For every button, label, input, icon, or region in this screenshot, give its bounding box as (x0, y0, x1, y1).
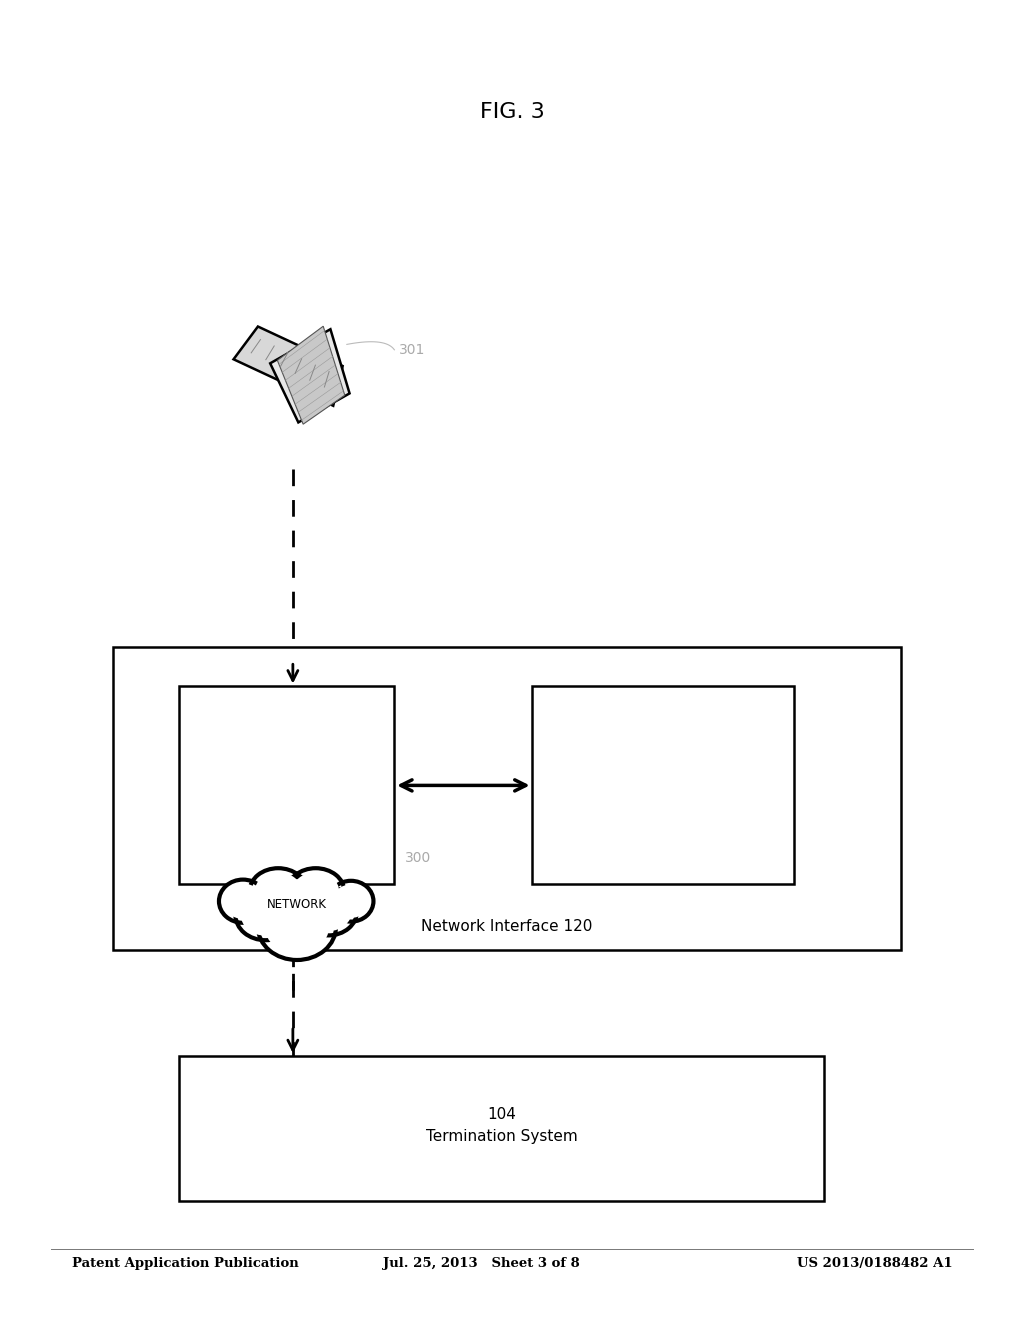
Ellipse shape (333, 884, 370, 917)
Ellipse shape (223, 883, 262, 919)
Text: Patent Application Publication: Patent Application Publication (72, 1257, 298, 1270)
Ellipse shape (292, 873, 339, 909)
Text: Network Interface 120: Network Interface 120 (421, 919, 593, 935)
Ellipse shape (241, 895, 290, 936)
Bar (179, 686, 394, 884)
Ellipse shape (305, 892, 352, 931)
Text: 104: 104 (487, 1107, 516, 1122)
Text: Buffer: Buffer (263, 787, 310, 801)
Ellipse shape (219, 879, 267, 923)
Ellipse shape (287, 869, 344, 913)
Text: US 2013/0188482 A1: US 2013/0188482 A1 (797, 1257, 952, 1270)
Ellipse shape (236, 890, 296, 940)
Bar (532, 686, 794, 884)
Ellipse shape (258, 894, 336, 960)
Text: NETWORK: NETWORK (267, 898, 327, 911)
Bar (113, 647, 901, 950)
Ellipse shape (250, 869, 307, 913)
Polygon shape (270, 329, 349, 422)
Text: 300: 300 (404, 851, 431, 865)
Text: Termination System: Termination System (426, 1129, 578, 1144)
Ellipse shape (275, 880, 318, 916)
Bar (179, 1056, 824, 1201)
Ellipse shape (300, 887, 357, 936)
Text: FIG. 3: FIG. 3 (479, 102, 545, 123)
Text: Adaptive
Buffer
Controller
303: Adaptive Buffer Controller 303 (626, 748, 700, 822)
Ellipse shape (329, 880, 374, 921)
Ellipse shape (265, 900, 329, 954)
Polygon shape (233, 326, 343, 405)
Ellipse shape (255, 873, 302, 909)
Ellipse shape (270, 878, 324, 919)
Polygon shape (278, 326, 345, 424)
Text: 301: 301 (399, 343, 426, 356)
Text: 302: 302 (272, 764, 301, 780)
Text: Jul. 25, 2013   Sheet 3 of 8: Jul. 25, 2013 Sheet 3 of 8 (383, 1257, 580, 1270)
